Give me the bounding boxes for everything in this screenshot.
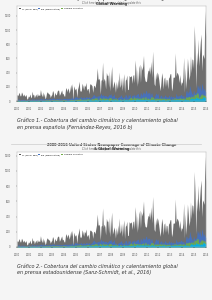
Title: 2000-2016 Spain Newspaper Coverage of Climate Change &
Global Warming: 2000-2016 Spain Newspaper Coverage of Cl… (53, 0, 170, 6)
Text: Gráfico 2.- Cobertura del cambio climático y calentamiento global
en prensa esta: Gráfico 2.- Cobertura del cambio climáti… (17, 263, 178, 275)
Legend: cc (uso El Pais), gw (Temperatura), Cambio Climatico: cc (uso El Pais), gw (Temperatura), Camb… (18, 7, 83, 11)
Text: Gráfico 1.- Cobertura del cambio climático y calentamiento global
en prensa espa: Gráfico 1.- Cobertura del cambio climáti… (17, 118, 178, 130)
Text: Click here to load your own data to update this: Click here to load your own data to upda… (82, 147, 141, 151)
Legend: cc (uso El Pais), gw (Temperatura), Cambio Climatico: cc (uso El Pais), gw (Temperatura), Camb… (18, 153, 83, 156)
Text: Click here to load your own data to update this: Click here to load your own data to upda… (82, 1, 141, 5)
Title: 2000-2016 United States Newspaper Coverage of Climate Change
& Global Warming: 2000-2016 United States Newspaper Covera… (47, 143, 176, 151)
